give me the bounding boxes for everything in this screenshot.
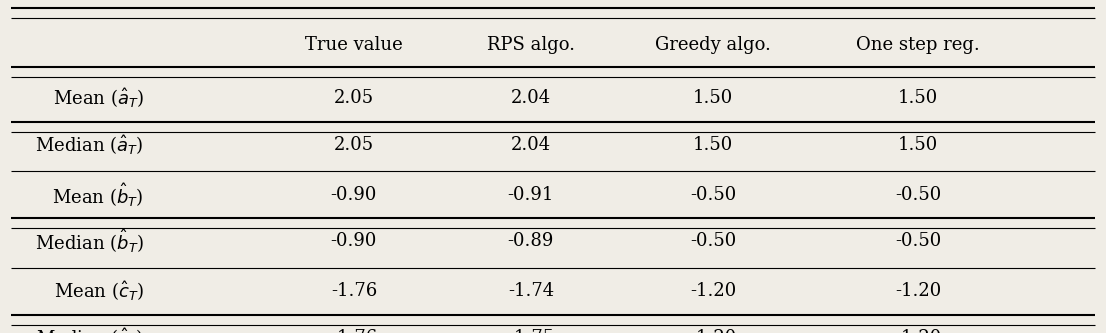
Text: -1.74: -1.74 — [508, 282, 554, 300]
Text: Mean ($\hat{a}_T$): Mean ($\hat{a}_T$) — [53, 86, 144, 110]
Text: Median ($\hat{c}_T$): Median ($\hat{c}_T$) — [36, 326, 144, 333]
Text: 1.50: 1.50 — [693, 136, 733, 154]
Text: -1.75: -1.75 — [508, 329, 554, 333]
Text: -0.50: -0.50 — [690, 232, 737, 250]
Text: -0.50: -0.50 — [895, 232, 941, 250]
Text: 2.05: 2.05 — [334, 89, 374, 107]
Text: 2.04: 2.04 — [511, 136, 551, 154]
Text: -0.50: -0.50 — [895, 186, 941, 204]
Text: -0.50: -0.50 — [690, 186, 737, 204]
Text: -0.90: -0.90 — [331, 186, 377, 204]
Text: 1.50: 1.50 — [898, 89, 938, 107]
Text: One step reg.: One step reg. — [856, 36, 980, 54]
Text: -1.20: -1.20 — [895, 329, 941, 333]
Text: Greedy algo.: Greedy algo. — [656, 36, 771, 54]
Text: -1.76: -1.76 — [331, 282, 377, 300]
Text: 1.50: 1.50 — [693, 89, 733, 107]
Text: -1.76: -1.76 — [331, 329, 377, 333]
Text: -1.20: -1.20 — [895, 282, 941, 300]
Text: 2.05: 2.05 — [334, 136, 374, 154]
Text: -0.90: -0.90 — [331, 232, 377, 250]
Text: 2.04: 2.04 — [511, 89, 551, 107]
Text: Mean ($\hat{b}_T$): Mean ($\hat{b}_T$) — [52, 181, 144, 209]
Text: RPS algo.: RPS algo. — [487, 36, 575, 54]
Text: Median ($\hat{a}_T$): Median ($\hat{a}_T$) — [35, 133, 144, 157]
Text: -0.91: -0.91 — [508, 186, 554, 204]
Text: -1.20: -1.20 — [690, 282, 737, 300]
Text: 1.50: 1.50 — [898, 136, 938, 154]
Text: -1.20: -1.20 — [690, 329, 737, 333]
Text: -0.89: -0.89 — [508, 232, 554, 250]
Text: True value: True value — [305, 36, 403, 54]
Text: Mean ($\hat{c}_T$): Mean ($\hat{c}_T$) — [54, 279, 144, 303]
Text: Median ($\hat{b}_T$): Median ($\hat{b}_T$) — [35, 227, 144, 255]
